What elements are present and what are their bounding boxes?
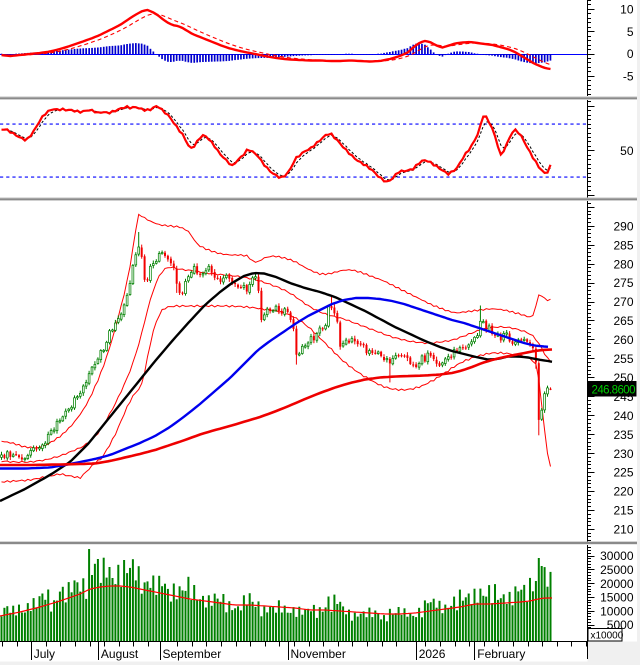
- svg-text:20000: 20000: [600, 577, 634, 591]
- svg-text:February: February: [477, 647, 525, 661]
- svg-text:235: 235: [613, 428, 633, 442]
- svg-text:270: 270: [613, 295, 633, 309]
- svg-text:220: 220: [613, 485, 633, 499]
- svg-text:280: 280: [613, 257, 633, 271]
- svg-text:0: 0: [627, 47, 634, 61]
- svg-text:260: 260: [613, 333, 633, 347]
- svg-text:275: 275: [613, 276, 633, 290]
- svg-text:246.8600: 246.8600: [592, 385, 636, 397]
- svg-text:225: 225: [613, 466, 633, 480]
- svg-text:15000: 15000: [600, 591, 634, 605]
- svg-text:290: 290: [613, 219, 633, 233]
- svg-text:255: 255: [613, 352, 633, 366]
- svg-text:5: 5: [627, 25, 634, 39]
- svg-text:10000: 10000: [600, 604, 634, 618]
- svg-text:240: 240: [613, 409, 633, 423]
- svg-text:215: 215: [613, 504, 633, 518]
- svg-text:2026: 2026: [419, 647, 446, 661]
- svg-text:10: 10: [620, 3, 634, 17]
- svg-text:-5: -5: [623, 70, 634, 84]
- svg-text:September: September: [163, 647, 222, 661]
- svg-text:265: 265: [613, 314, 633, 328]
- svg-text:285: 285: [613, 238, 633, 252]
- svg-text:210: 210: [613, 523, 633, 537]
- svg-text:25000: 25000: [600, 563, 634, 577]
- svg-text:July: July: [34, 647, 55, 661]
- svg-text:50: 50: [620, 144, 634, 158]
- svg-text:230: 230: [613, 447, 633, 461]
- svg-text:30000: 30000: [600, 549, 634, 563]
- svg-text:November: November: [291, 647, 346, 661]
- svg-text:x10000: x10000: [591, 631, 624, 642]
- svg-text:August: August: [101, 647, 139, 661]
